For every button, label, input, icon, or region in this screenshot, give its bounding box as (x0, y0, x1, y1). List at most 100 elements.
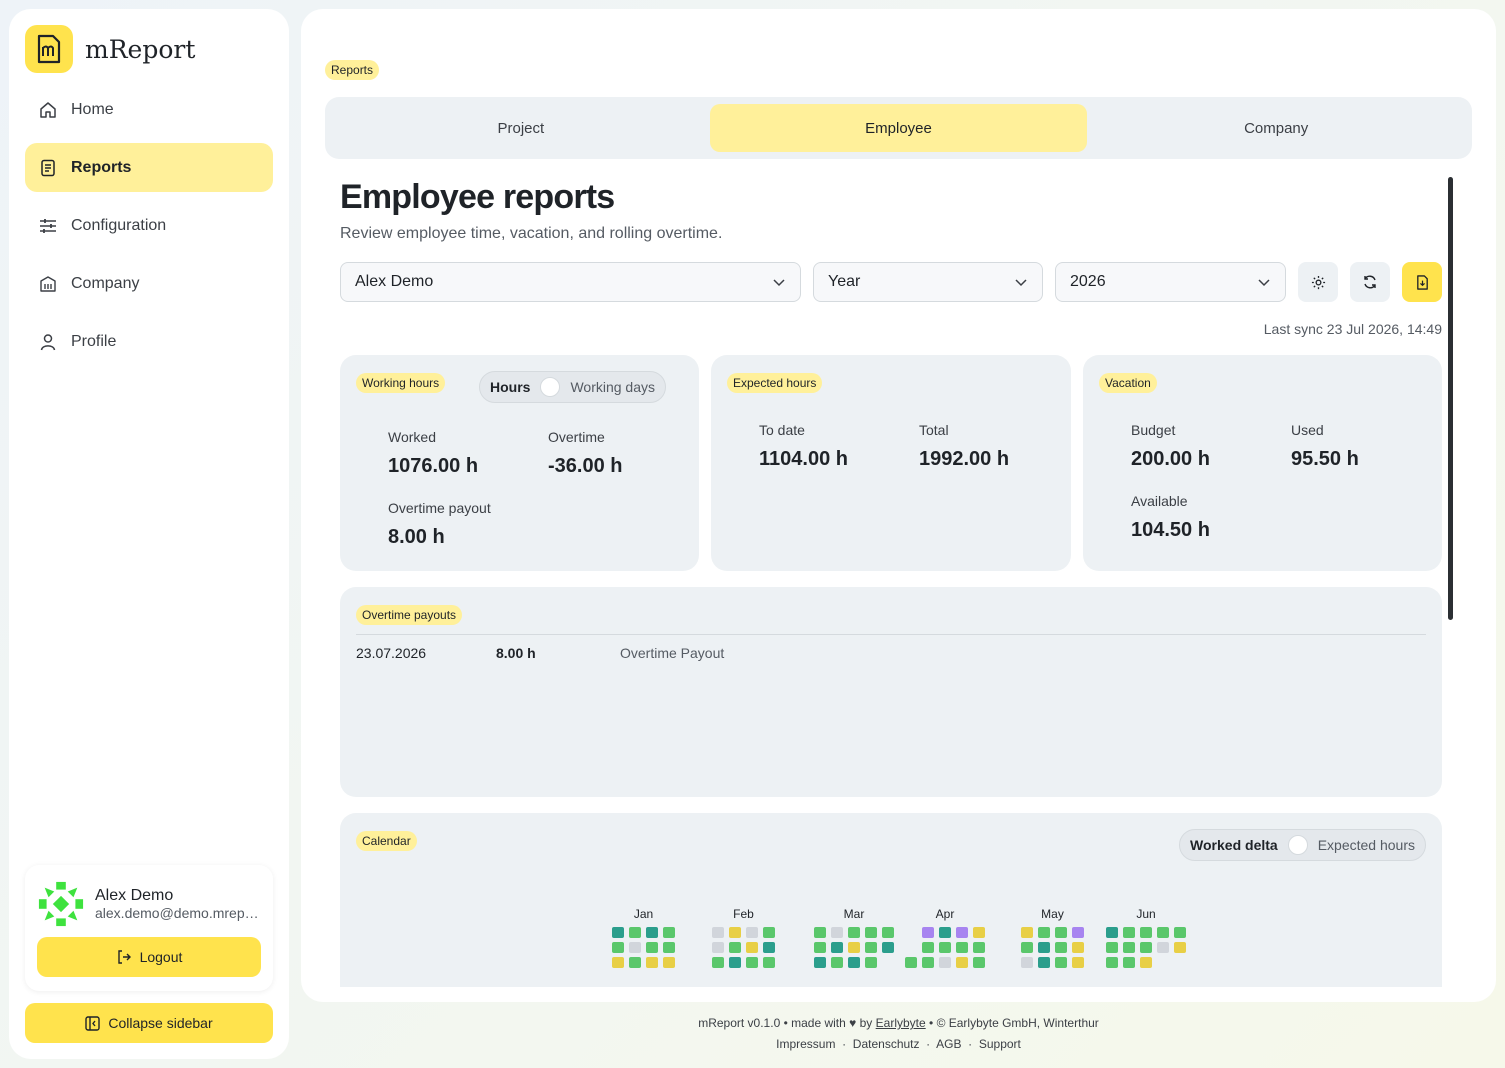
calendar-day[interactable] (831, 927, 843, 938)
calendar-day[interactable] (814, 927, 826, 938)
calendar-day[interactable] (865, 957, 877, 968)
calendar-day[interactable] (663, 957, 675, 968)
calendar-day[interactable] (1072, 942, 1084, 953)
calendar-day[interactable] (956, 942, 968, 953)
calendar-day[interactable] (663, 927, 675, 938)
calendar-day[interactable] (973, 942, 985, 953)
earlybyte-link[interactable]: Earlybyte (875, 1016, 926, 1030)
calendar-day[interactable] (973, 957, 985, 968)
calendar-day[interactable] (905, 957, 917, 968)
calendar-day[interactable] (763, 942, 775, 953)
calendar-day[interactable] (882, 942, 894, 953)
calendar-day[interactable] (814, 957, 826, 968)
calendar-day[interactable] (746, 957, 758, 968)
calendar-day[interactable] (1055, 927, 1067, 938)
calendar-day[interactable] (1106, 927, 1118, 938)
employee-select[interactable]: Alex Demo (340, 262, 801, 302)
calendar-day[interactable] (848, 942, 860, 953)
calendar-day[interactable] (729, 942, 741, 953)
calendar-day[interactable] (1038, 957, 1050, 968)
calendar-day[interactable] (1072, 957, 1084, 968)
calendar-day[interactable] (865, 942, 877, 953)
calendar-day[interactable] (1174, 942, 1186, 953)
calendar-day[interactable] (612, 942, 624, 953)
period-select[interactable]: Year (813, 262, 1043, 302)
calendar-day[interactable] (865, 927, 877, 938)
calendar-day[interactable] (1021, 957, 1033, 968)
calendar-day[interactable] (646, 927, 658, 938)
calendar-day[interactable] (939, 927, 951, 938)
calendar-day[interactable] (1123, 942, 1135, 953)
calendar-day[interactable] (646, 957, 658, 968)
calendar-day[interactable] (629, 927, 641, 938)
calendar-day[interactable] (1123, 927, 1135, 938)
calendar-day[interactable] (712, 927, 724, 938)
calendar-day[interactable] (1157, 927, 1169, 938)
calendar-day[interactable] (1106, 942, 1118, 953)
calendar-day[interactable] (629, 957, 641, 968)
support-link[interactable]: Support (978, 1037, 1021, 1051)
calendar-day[interactable] (1055, 957, 1067, 968)
calendar-day[interactable] (848, 927, 860, 938)
calendar-day[interactable] (973, 927, 985, 938)
logout-button[interactable]: Logout (37, 937, 261, 977)
sidebar-item-profile[interactable]: Profile (25, 317, 273, 366)
settings-button[interactable] (1298, 262, 1338, 302)
agb-link[interactable]: AGB (936, 1037, 962, 1051)
calendar-day[interactable] (1106, 957, 1118, 968)
calendar-day[interactable] (763, 927, 775, 938)
calendar-day[interactable] (1021, 942, 1033, 953)
export-button[interactable] (1402, 262, 1442, 302)
calendar-day[interactable] (882, 927, 894, 938)
calendar-day[interactable] (939, 957, 951, 968)
calendar-day[interactable] (729, 927, 741, 938)
calendar-day[interactable] (831, 942, 843, 953)
scrollbar[interactable] (1448, 177, 1453, 620)
calendar-day[interactable] (663, 942, 675, 953)
sidebar-item-home[interactable]: Home (25, 85, 273, 134)
calendar-day[interactable] (848, 957, 860, 968)
calendar-day[interactable] (1055, 942, 1067, 953)
calendar-day[interactable] (629, 942, 641, 953)
hours-days-toggle[interactable]: Hours Working days (479, 371, 667, 403)
calendar-day[interactable] (1021, 927, 1033, 938)
calendar-day[interactable] (612, 927, 624, 938)
refresh-button[interactable] (1350, 262, 1390, 302)
calendar-day[interactable] (712, 942, 724, 953)
toggle-knob[interactable] (1287, 835, 1308, 855)
calendar-mode-toggle[interactable]: Worked delta Expected hours (1179, 829, 1426, 861)
calendar-day[interactable] (612, 957, 624, 968)
breadcrumb[interactable]: Reports (325, 60, 380, 80)
toggle-knob[interactable] (540, 377, 561, 397)
calendar-day[interactable] (922, 927, 934, 938)
calendar-day[interactable] (1157, 942, 1169, 953)
calendar-day[interactable] (956, 957, 968, 968)
impressum-link[interactable]: Impressum (776, 1037, 836, 1051)
calendar-day[interactable] (814, 942, 826, 953)
calendar-day[interactable] (1140, 942, 1152, 953)
calendar-day[interactable] (1072, 927, 1084, 938)
calendar-day[interactable] (746, 927, 758, 938)
calendar-day[interactable] (1038, 942, 1050, 953)
calendar-day[interactable] (1140, 927, 1152, 938)
tab-employee[interactable]: Employee (709, 104, 1088, 152)
calendar-day[interactable] (831, 957, 843, 968)
calendar-day[interactable] (646, 942, 658, 953)
calendar-day[interactable] (939, 942, 951, 953)
tab-project[interactable]: Project (497, 119, 545, 137)
year-select[interactable]: 2026 (1055, 262, 1286, 302)
calendar-day[interactable] (729, 957, 741, 968)
sidebar-item-reports[interactable]: Reports (25, 143, 273, 192)
calendar-day[interactable] (712, 957, 724, 968)
calendar-day[interactable] (746, 942, 758, 953)
collapse-sidebar-button[interactable]: Collapse sidebar (25, 1003, 273, 1043)
calendar-day[interactable] (922, 957, 934, 968)
tab-company[interactable]: Company (1244, 119, 1309, 137)
calendar-day[interactable] (1123, 957, 1135, 968)
calendar-day[interactable] (1140, 957, 1152, 968)
calendar-day[interactable] (763, 957, 775, 968)
brand[interactable]: mReport (25, 25, 273, 73)
sidebar-item-company[interactable]: Company (25, 259, 273, 308)
calendar-day[interactable] (1038, 927, 1050, 938)
calendar-day[interactable] (922, 942, 934, 953)
